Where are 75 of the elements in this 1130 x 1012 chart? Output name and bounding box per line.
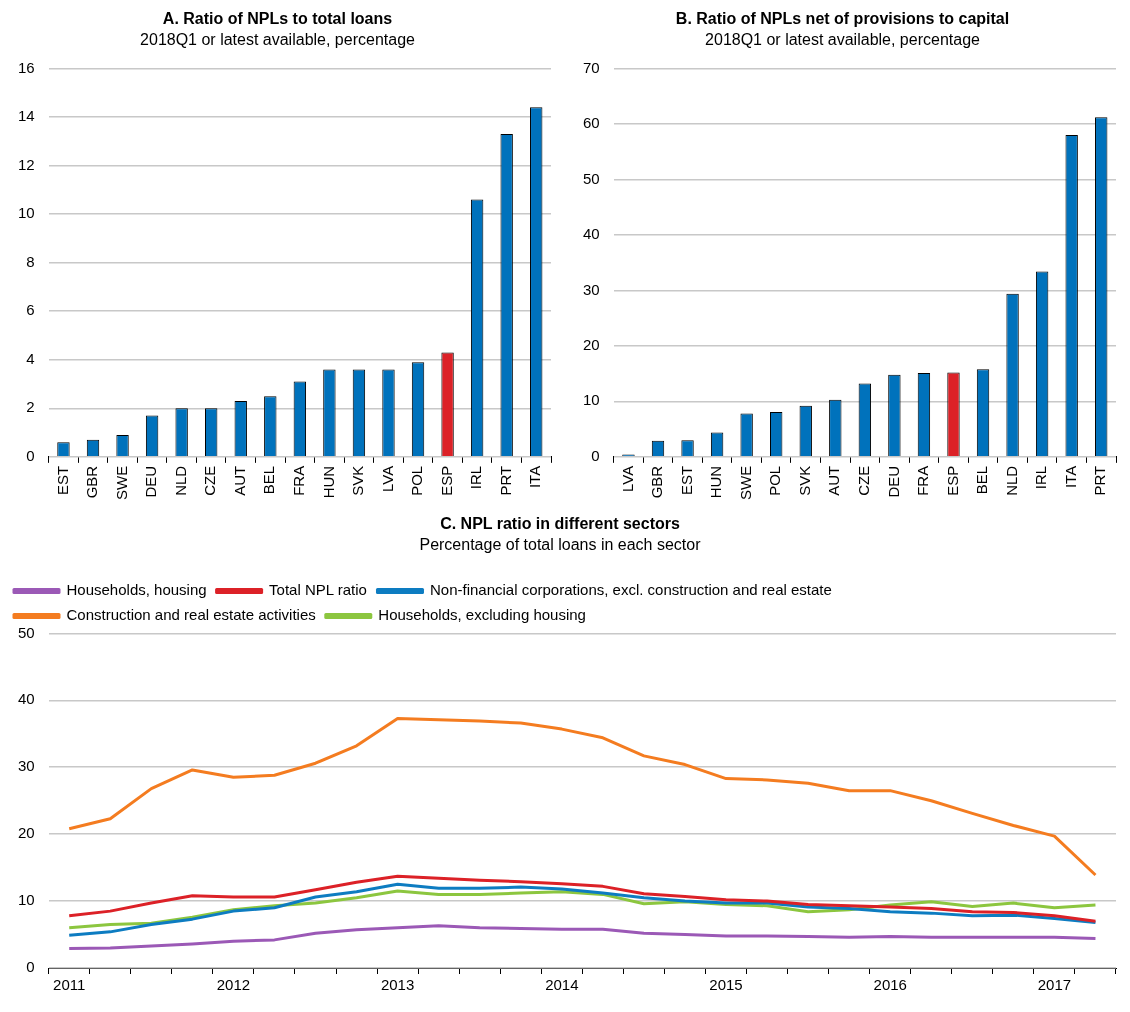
x-tick-label: LVA bbox=[618, 465, 636, 492]
x-tick-label: ESP bbox=[437, 465, 455, 496]
x-tick-label: NLD bbox=[171, 465, 189, 496]
x-tick-label: AUT bbox=[230, 465, 248, 496]
x-tick-label: GBR bbox=[83, 465, 101, 499]
y-tick-label: 10 bbox=[18, 891, 35, 909]
y-tick-label: 14 bbox=[18, 107, 35, 125]
x-tick-label: SVK bbox=[349, 465, 367, 496]
legend-label: Total NPL ratio bbox=[269, 581, 367, 599]
chart-title: B. Ratio of NPLs net of provisions to capital bbox=[675, 10, 1010, 28]
chart-subtitle: 2018Q1 or latest available, percentage bbox=[705, 31, 981, 49]
x-tick-label: BEL bbox=[260, 465, 278, 495]
x-tick-label: 2014 bbox=[545, 976, 579, 994]
y-tick-label: 8 bbox=[26, 252, 35, 270]
x-tick-label: 2013 bbox=[380, 976, 415, 994]
y-tick-label: 20 bbox=[583, 335, 600, 353]
x-tick-label: 2012 bbox=[216, 976, 251, 994]
chart-title: A. Ratio of NPLs to total loans bbox=[162, 10, 393, 28]
chart-subtitle: 2018Q1 or latest available, percentage bbox=[140, 31, 416, 49]
y-tick-label: 4 bbox=[26, 349, 35, 367]
y-tick-label: 16 bbox=[18, 58, 35, 76]
x-tick-label: ITA bbox=[1061, 465, 1079, 489]
y-tick-label: 60 bbox=[583, 114, 600, 132]
y-tick-label: 10 bbox=[583, 391, 600, 409]
x-tick-label: POL bbox=[408, 465, 426, 496]
x-tick-label: SVK bbox=[795, 465, 813, 496]
x-tick-label: GBR bbox=[648, 465, 666, 499]
y-tick-label: 2 bbox=[26, 398, 35, 416]
y-tick-label: 20 bbox=[18, 824, 35, 842]
y-tick-label: 0 bbox=[26, 446, 35, 464]
y-tick-label: 6 bbox=[26, 301, 35, 319]
x-tick-label: DEU bbox=[142, 465, 160, 498]
x-tick-label: PRT bbox=[1091, 465, 1109, 496]
y-tick-label: 40 bbox=[18, 690, 35, 708]
x-tick-label: BEL bbox=[973, 465, 991, 495]
y-tick-label: 30 bbox=[583, 280, 600, 298]
x-tick-label: FRA bbox=[289, 465, 307, 496]
x-tick-label: AUT bbox=[825, 465, 843, 496]
y-tick-label: 70 bbox=[583, 58, 600, 76]
x-tick-label: 2016 bbox=[873, 976, 907, 994]
chart-subtitle: Percentage of total loans in each sector bbox=[419, 536, 702, 554]
x-tick-label: SWE bbox=[736, 465, 754, 500]
x-tick-label: CZE bbox=[854, 465, 872, 496]
x-tick-label: LVA bbox=[378, 465, 396, 492]
y-tick-label: 0 bbox=[591, 446, 600, 464]
legend-label: Construction and real estate activities bbox=[66, 606, 316, 624]
legend-label: Non-financial corporations, excl. construction and real estate bbox=[429, 581, 832, 599]
y-tick-label: 30 bbox=[18, 757, 35, 775]
x-tick-label: 2015 bbox=[709, 976, 743, 994]
x-tick-label: DEU bbox=[884, 465, 902, 498]
x-tick-label: 2011 bbox=[53, 976, 86, 994]
x-tick-label: HUN bbox=[319, 465, 337, 499]
x-tick-label: PRT bbox=[496, 465, 514, 496]
x-tick-label: 2017 bbox=[1037, 976, 1072, 994]
x-tick-label: POL bbox=[766, 465, 784, 496]
x-tick-label: ESP bbox=[943, 465, 961, 496]
x-tick-label: CZE bbox=[201, 465, 219, 496]
y-tick-label: 0 bbox=[26, 958, 35, 976]
y-tick-label: 10 bbox=[18, 204, 35, 222]
legend-label: Households, housing bbox=[66, 581, 207, 599]
legend-label: Households, excluding housing bbox=[378, 606, 586, 624]
x-tick-label: NLD bbox=[1002, 465, 1020, 496]
x-tick-label: ITA bbox=[526, 465, 544, 489]
chart-title: C. NPL ratio in different sectors bbox=[440, 515, 680, 533]
x-tick-label: IRL bbox=[467, 465, 485, 490]
y-tick-label: 40 bbox=[583, 225, 600, 243]
x-tick-label: FRA bbox=[914, 465, 932, 496]
x-tick-label: SWE bbox=[112, 465, 130, 500]
y-tick-label: 50 bbox=[18, 623, 35, 641]
x-tick-label: EST bbox=[53, 465, 71, 496]
x-tick-label: EST bbox=[677, 465, 695, 496]
x-tick-label: HUN bbox=[707, 465, 725, 499]
y-tick-label: 50 bbox=[583, 169, 600, 187]
y-tick-label: 12 bbox=[18, 155, 35, 173]
x-tick-label: IRL bbox=[1032, 465, 1050, 490]
